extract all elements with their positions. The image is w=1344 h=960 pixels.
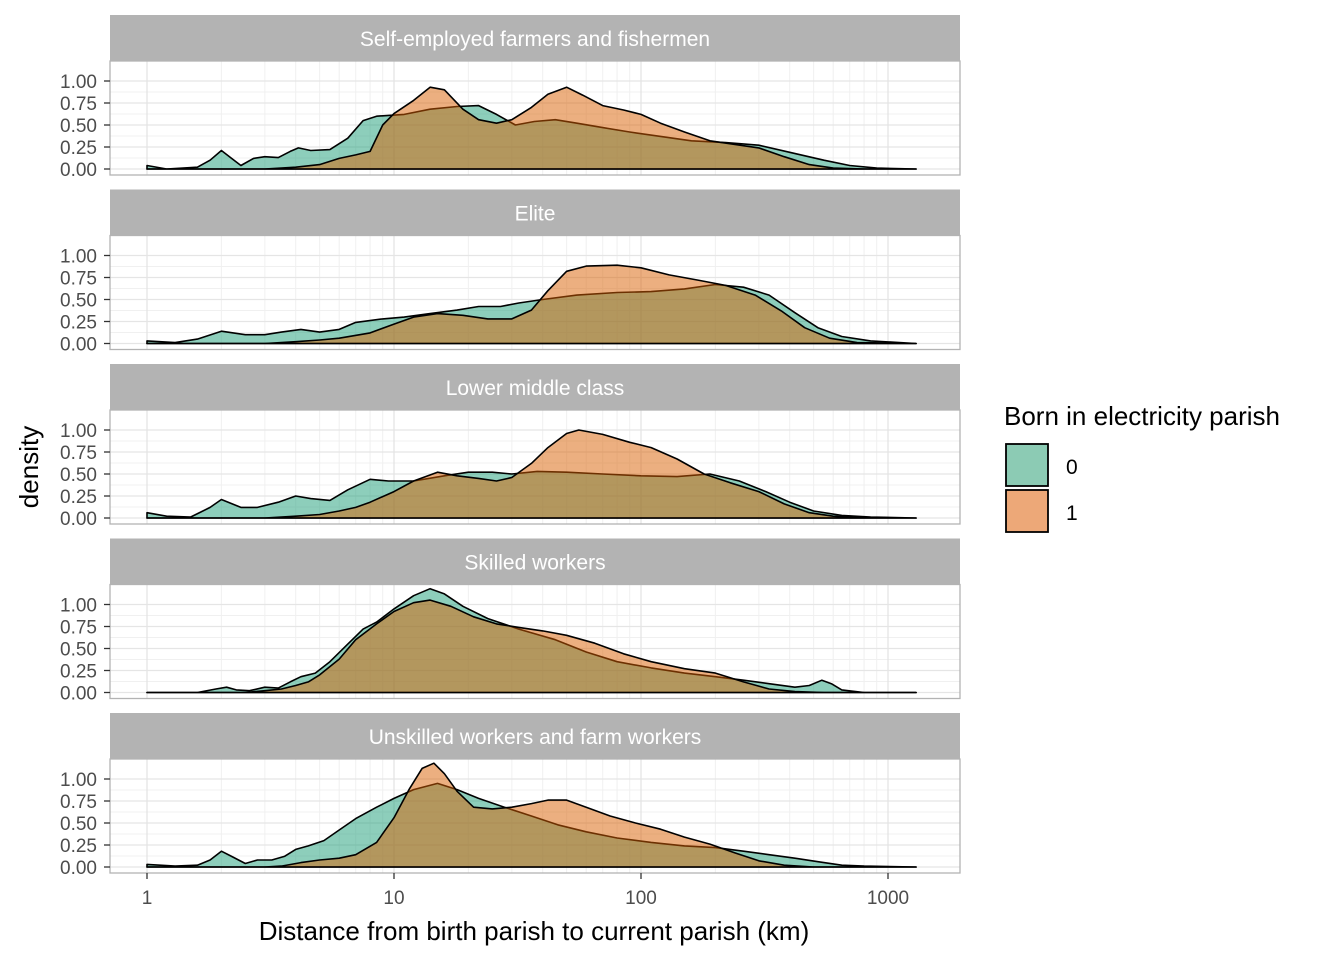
density-areas — [146, 86, 917, 170]
facet-strip — [110, 538, 960, 585]
y-tick-label: 1.00 — [60, 770, 97, 791]
legend-label-1: 1 — [1066, 502, 1078, 525]
y-tick-label: 0.50 — [60, 116, 97, 137]
x-tick-label: 1000 — [867, 888, 909, 909]
facet-panel: Lower middle class 0.000.250.500.751.00 — [60, 364, 961, 530]
y-tick-label: 0.50 — [60, 814, 97, 835]
facet-strip — [110, 189, 960, 236]
density-area-1 — [146, 264, 917, 345]
facet-strip-title: Elite — [515, 203, 556, 226]
y-tick-label: 0.50 — [60, 291, 97, 312]
legend-title: Born in electricity parish — [1004, 401, 1280, 431]
facet-panel: Elite 0.000.250.500.751.00 — [60, 189, 961, 356]
facet-strip-title: Lower middle class — [446, 377, 625, 400]
y-tick-label: 0.00 — [60, 335, 97, 356]
x-tick-label: 1 — [142, 888, 153, 909]
y-tick-label: 0.50 — [60, 640, 97, 661]
facet-strip — [110, 364, 960, 410]
density-area-1 — [146, 429, 917, 519]
facet-panel: Skilled workers 0.000.250.500.751.00 — [60, 538, 961, 705]
y-tick-label: 0.50 — [60, 465, 97, 486]
y-tick-label: 0.75 — [60, 792, 97, 813]
y-tick-label: 0.75 — [60, 269, 97, 290]
x-tick-label: 100 — [625, 888, 657, 909]
y-tick-label: 1.00 — [60, 72, 97, 93]
facet-panel: Self-employed farmers and fishermen0.000… — [60, 15, 961, 181]
y-tick-label: 0.75 — [60, 94, 97, 115]
density-areas — [146, 264, 917, 345]
y-tick-label: 0.25 — [60, 836, 97, 857]
y-tick-label: 1.00 — [60, 421, 97, 442]
panel-border — [109, 234, 961, 351]
y-tick-label: 0.75 — [60, 618, 97, 639]
y-tick-label: 0.00 — [60, 858, 97, 879]
y-tick-label: 1.00 — [60, 596, 97, 617]
panel-border — [109, 583, 961, 700]
facet-strip-title: Self-employed farmers and fishermen — [360, 28, 710, 51]
density-area-1 — [146, 599, 917, 694]
legend: Born in electricity parish 0 1 — [1004, 401, 1280, 533]
facet-strip-title: Skilled workers — [464, 552, 605, 575]
facet-panel: Unskilled workers and farm workers0.000.… — [60, 713, 961, 879]
x-axis: 1 10 100 1000 — [142, 873, 909, 909]
facet-strip — [110, 713, 960, 759]
density-area-1 — [146, 762, 917, 868]
y-tick-label: 1.00 — [60, 247, 97, 268]
panel-border — [109, 409, 961, 525]
legend-label-0: 0 — [1066, 456, 1078, 479]
density-areas — [146, 429, 917, 519]
panel-border — [109, 758, 961, 874]
y-axis-title: density — [14, 426, 44, 508]
y-tick-label: 0.75 — [60, 443, 97, 464]
facet-strip-title: Unskilled workers and farm workers — [369, 726, 702, 749]
y-tick-label: 0.25 — [60, 313, 97, 334]
y-tick-label: 0.25 — [60, 138, 97, 159]
density-areas — [146, 587, 917, 694]
facet-strip — [110, 15, 960, 61]
panel-border — [109, 60, 961, 176]
y-tick-label: 0.00 — [60, 160, 97, 181]
x-axis-title: Distance from birth parish to current pa… — [259, 916, 810, 946]
y-tick-label: 0.25 — [60, 487, 97, 508]
y-tick-label: 0.00 — [60, 684, 97, 705]
x-tick-label: 10 — [383, 888, 404, 909]
y-tick-label: 0.00 — [60, 509, 97, 530]
density-areas — [146, 762, 917, 868]
legend-key-1 — [1005, 489, 1049, 533]
legend-key-0 — [1005, 443, 1049, 487]
facet-panels: Self-employed farmers and fishermen0.000… — [60, 15, 961, 879]
density-area-1 — [146, 86, 917, 170]
y-tick-label: 0.25 — [60, 662, 97, 683]
